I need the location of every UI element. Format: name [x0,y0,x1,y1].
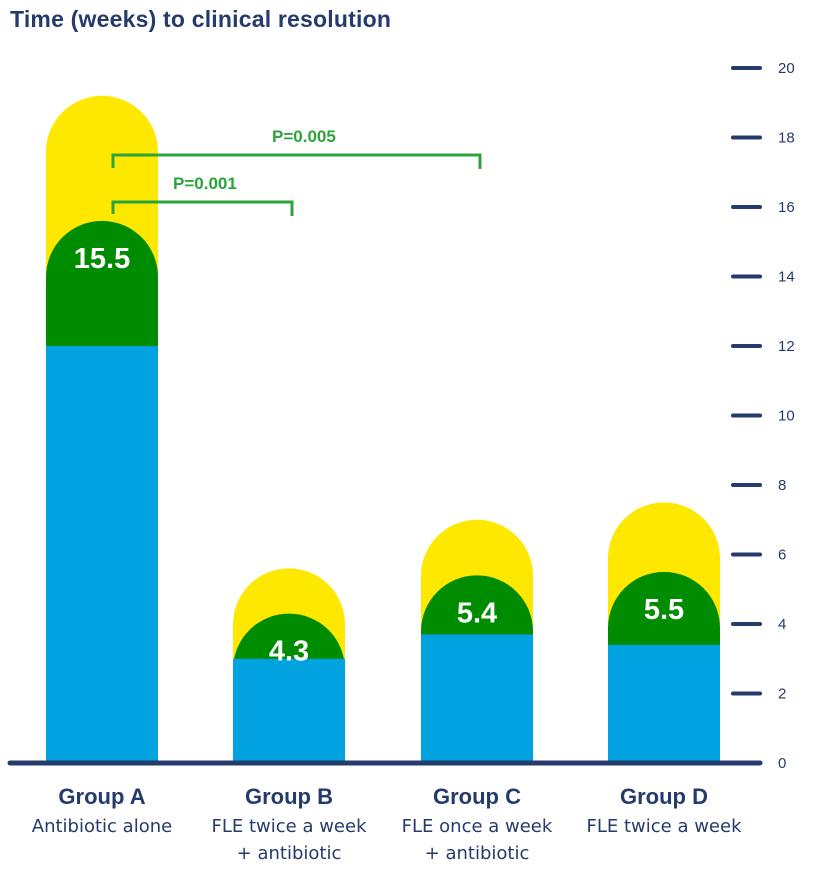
y-tick-label: 6 [778,547,786,564]
category-sublabel: FLE twice a week [587,816,743,837]
bar-base-blue [46,346,158,763]
y-tick-label: 14 [778,269,795,286]
bar-value-label: 5.5 [644,594,684,626]
bar-base-blue [233,658,345,763]
y-tick-label: 18 [778,130,795,147]
bar-base-blue [608,644,720,763]
significance-bracket [111,153,482,169]
category-sublabel: + antibiotic [237,843,342,864]
category-sublabel: FLE once a week [402,816,553,837]
bar-value-label: 4.3 [269,636,309,668]
bar-value-label: 15.5 [74,243,130,275]
bar-base-blue [421,634,533,763]
y-tick-label: 10 [778,408,795,425]
category-label: Group C [433,784,521,809]
chart-title: Time (weeks) to clinical resolution [10,6,392,32]
y-tick-label: 12 [778,338,795,355]
category-label: Group B [245,784,333,809]
y-tick-label: 0 [778,755,786,772]
category-label: Group A [58,784,145,809]
y-tick-label: 8 [778,477,786,494]
category-label: Group D [620,784,708,809]
significance-label: P=0.001 [173,174,237,193]
y-tick-label: 16 [778,199,795,216]
y-tick-label: 4 [778,616,786,633]
bar-value-label: 5.4 [457,597,497,629]
category-sublabel: FLE twice a week [212,816,368,837]
category-sublabel: Antibiotic alone [32,816,172,837]
category-sublabel: + antibiotic [425,843,530,864]
significance-label: P=0.005 [272,127,336,146]
significance-bracket [111,200,294,216]
y-tick-label: 2 [778,686,786,703]
y-tick-label: 20 [778,60,795,77]
